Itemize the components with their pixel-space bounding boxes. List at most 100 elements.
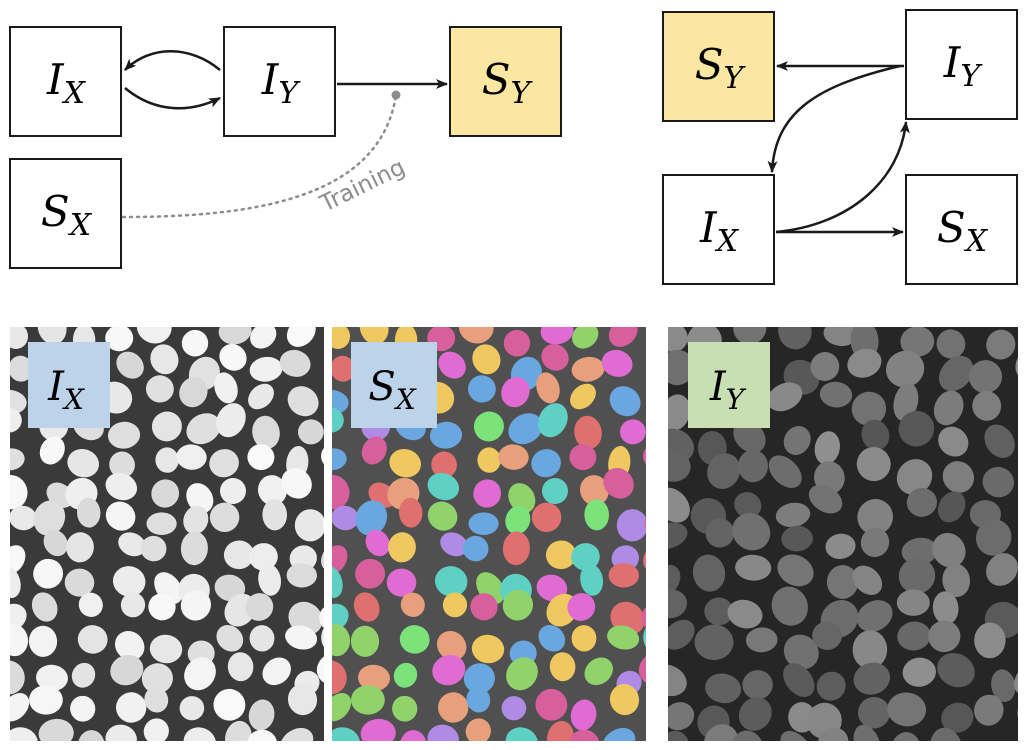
panel-sx-cell xyxy=(601,349,633,377)
panel-ix-cell xyxy=(151,479,180,508)
panel-ix-cell xyxy=(179,696,205,721)
panel-iy-cell xyxy=(783,634,819,670)
badge-iy-box xyxy=(688,342,770,428)
panel-ix-cell xyxy=(248,699,275,731)
panel-sx-cell xyxy=(399,625,430,654)
panel-ix-cell xyxy=(10,407,22,433)
right-node-iy-label: IY xyxy=(943,38,984,94)
training-dot xyxy=(391,90,401,100)
panel-sx-cell xyxy=(498,444,529,470)
panel-ix-cell xyxy=(286,327,316,347)
left-node-ix-box xyxy=(9,26,122,137)
panel-ix-cell xyxy=(33,500,66,536)
panel-iy-cell xyxy=(781,525,813,552)
panel-ix-cell xyxy=(39,436,65,465)
panel-sx-cell xyxy=(398,497,423,528)
panel-sx-cell xyxy=(508,483,536,514)
panel-ix-cell xyxy=(209,502,240,533)
panel-sx-cell xyxy=(542,477,568,504)
panel-ix-cell xyxy=(66,532,94,563)
panel-iy-cell xyxy=(808,484,843,514)
panel-ix-cell xyxy=(10,660,25,695)
panel-ix-cell xyxy=(250,327,277,349)
panel-iy-cell xyxy=(856,600,893,632)
panel-sx-cell xyxy=(531,449,561,478)
panel-sx-cell xyxy=(567,593,596,621)
panel-ix-cell xyxy=(10,565,21,598)
panel-sx-cell xyxy=(536,372,560,404)
right-diagram: SY IY IX SX xyxy=(662,9,1018,285)
panel-sx-cell xyxy=(549,652,576,682)
panel-ix-cell xyxy=(287,684,318,716)
arrow-ix-to-iy-right xyxy=(775,121,910,234)
panel-ix-cell xyxy=(245,593,274,621)
panel-iy-cell xyxy=(1021,518,1026,553)
panel-iy-cell xyxy=(810,352,840,381)
panel-ix-cell xyxy=(209,449,239,478)
panel-ix-cell xyxy=(257,475,287,506)
panel-sx-cell xyxy=(569,729,600,741)
panel-iy-cell xyxy=(938,426,969,457)
panel-sx-cell xyxy=(572,327,599,349)
panel-iy-cell xyxy=(984,424,1015,458)
panel-ix-cell xyxy=(38,718,74,741)
panel-iy-cell xyxy=(742,670,773,700)
badge-sx-label: SX xyxy=(368,364,416,416)
panel-sx-cell xyxy=(579,475,609,506)
panel-ix-cell xyxy=(298,419,324,445)
right-node-ix: IX xyxy=(662,174,775,285)
panel-iy-cell xyxy=(668,349,695,386)
panel-ix-cell xyxy=(262,499,288,531)
panel-iy-cell xyxy=(1018,387,1026,433)
panel-sx-cell xyxy=(570,383,596,410)
panel-ix-cell xyxy=(214,574,246,602)
left-node-sx-label: SX xyxy=(41,187,93,243)
panel-sx-cell xyxy=(620,419,646,445)
panel-ix-cell xyxy=(214,372,238,404)
panel-ix-cell xyxy=(141,663,173,694)
panel-sx-cell xyxy=(332,407,344,433)
panel-ix-cell xyxy=(180,531,208,566)
panel-sx-cell xyxy=(358,664,390,692)
panel-sx-cell xyxy=(462,535,489,562)
panel-ix-cell xyxy=(36,664,68,692)
panel-ix-cell xyxy=(105,724,137,741)
panel-sx-cell xyxy=(465,718,491,741)
arrow-iy-to-ix-right xyxy=(767,64,901,173)
panel-iy-cell xyxy=(668,428,695,463)
panel-sx-cell xyxy=(427,501,458,531)
panel-sx-cell xyxy=(538,403,568,438)
panel-ix-cell xyxy=(150,344,179,375)
panel-sx-cell xyxy=(332,660,347,695)
left-node-iy-label: IY xyxy=(261,55,302,111)
panel-iy-cell xyxy=(668,394,691,431)
panel-sx-cell xyxy=(434,566,468,597)
panel-sx-cell xyxy=(501,376,530,408)
panel-ix-cell xyxy=(280,727,314,741)
panel-iy-cell xyxy=(668,702,695,731)
panel-ix-cell xyxy=(186,413,221,445)
panel-iy-cell xyxy=(898,557,936,594)
panel-iy-cell xyxy=(692,554,726,592)
panel-sx-cell xyxy=(468,375,496,403)
panel-iy-cell xyxy=(705,673,742,704)
panel-ix-cell xyxy=(37,327,67,345)
panel-ix-cell xyxy=(71,662,96,688)
panel-iy-cell xyxy=(937,652,975,688)
panel-sx-cell xyxy=(608,327,638,347)
panel-sx-cells xyxy=(332,327,646,741)
right-node-iy: IY xyxy=(905,9,1018,120)
panel-iy-cell xyxy=(778,327,812,350)
panel-sx-cell xyxy=(440,532,468,557)
training-dotted-link xyxy=(121,93,398,219)
panel-sx-cell xyxy=(472,344,501,375)
panel-iy-cell xyxy=(974,694,1004,726)
panel-iy-cell xyxy=(668,664,687,697)
right-node-sy-label: SY xyxy=(695,40,747,96)
panel-sx-cell xyxy=(386,568,417,597)
panel-ix-cell xyxy=(107,421,141,449)
left-node-sx: SX xyxy=(9,158,122,269)
panel-iy-cell xyxy=(1017,484,1026,534)
panel-ix-cell xyxy=(31,592,58,622)
panel-sx-cell xyxy=(332,565,343,598)
